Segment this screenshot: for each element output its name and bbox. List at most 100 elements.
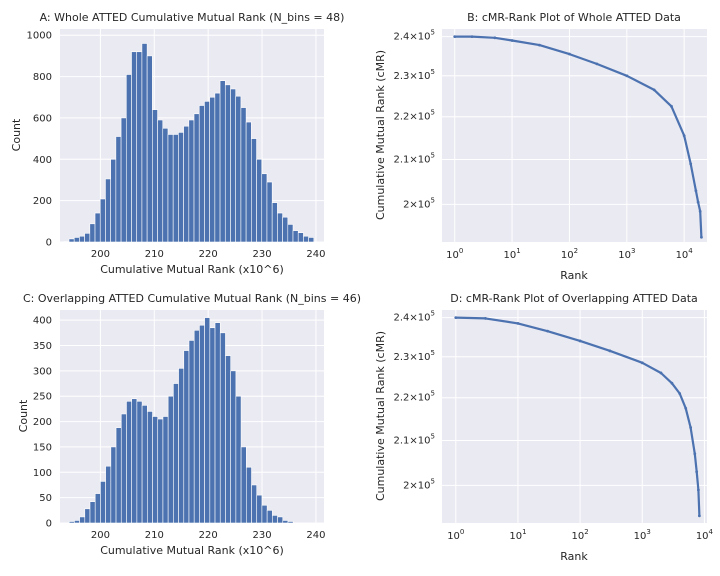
y-tick-label: 50 bbox=[39, 493, 52, 504]
histogram-bar bbox=[287, 224, 294, 243]
y-tick-label: 250 bbox=[33, 392, 52, 403]
histogram-bar bbox=[99, 198, 106, 243]
data-point bbox=[689, 162, 693, 166]
data-point bbox=[608, 349, 612, 353]
histogram-bar bbox=[199, 324, 205, 524]
y-tick-label: 150 bbox=[33, 442, 52, 453]
histogram-bar bbox=[188, 119, 195, 243]
panel-a: 200 210 220 230 240 0 200 400 600 800 1000 A: Whol… bbox=[10, 11, 344, 276]
y-tick-label: 400 bbox=[33, 155, 52, 166]
histogram-bar bbox=[214, 322, 221, 524]
data-point bbox=[700, 235, 703, 239]
histogram-bar bbox=[141, 405, 148, 524]
histogram-bar bbox=[219, 80, 226, 243]
y-tick-label: 200 bbox=[33, 417, 52, 428]
histogram-bar bbox=[152, 109, 158, 243]
histogram-bar bbox=[105, 465, 112, 524]
histogram-bar bbox=[251, 138, 257, 243]
histogram-bar bbox=[120, 413, 127, 524]
histogram-bar bbox=[261, 173, 268, 243]
histogram-bar bbox=[162, 127, 169, 243]
data-point bbox=[670, 381, 674, 385]
data-point bbox=[697, 488, 700, 492]
histogram-bar bbox=[219, 332, 226, 524]
x-tick-label: 210 bbox=[145, 249, 164, 260]
marks bbox=[454, 316, 701, 518]
data-point bbox=[678, 392, 682, 395]
panel-d: 100 101 102 103 104 2×105 2.1×105 2.2×105 2.3×10… bbox=[374, 292, 714, 563]
y-tick-label: 2.3×105 bbox=[394, 349, 435, 363]
y-tick-label: 2.2×105 bbox=[394, 390, 435, 404]
data-point bbox=[684, 406, 688, 410]
data-point bbox=[493, 36, 497, 40]
data-point bbox=[595, 62, 599, 66]
ticks: 200 210 220 230 240 0 50 100 150 200 250 300 350 400 bbox=[33, 316, 326, 541]
histogram-bar bbox=[183, 350, 190, 524]
histogram-bar bbox=[303, 235, 309, 243]
x-tick-label: 230 bbox=[252, 249, 271, 260]
data-point bbox=[697, 514, 701, 518]
panel-b: 100 101 102 103 104 2×105 2.1×105 2.2×105 2.3×10… bbox=[374, 11, 707, 282]
panel-c: 200 210 220 230 240050100150200250300350400 … bbox=[17, 292, 361, 557]
histogram-bar bbox=[89, 223, 96, 243]
x-tick-label: 104 bbox=[676, 247, 694, 261]
histogram-bar bbox=[172, 134, 179, 243]
data-point bbox=[470, 35, 474, 39]
histogram-bar bbox=[193, 329, 200, 524]
histogram-bar bbox=[74, 520, 80, 524]
histogram-bar bbox=[256, 158, 263, 243]
y-tick-label: 100 bbox=[33, 468, 52, 479]
histogram-bar bbox=[126, 400, 132, 524]
histogram-bar bbox=[115, 427, 122, 524]
x-tick-label: 104 bbox=[696, 528, 714, 542]
data-point bbox=[578, 339, 582, 343]
x-tick-label: 100 bbox=[447, 528, 464, 542]
histogram-bar bbox=[94, 212, 101, 243]
y-tick-label: 200 bbox=[33, 196, 52, 207]
histogram-bar bbox=[230, 370, 237, 524]
histogram-bar bbox=[214, 92, 221, 243]
data-point bbox=[659, 371, 663, 375]
histogram-bar bbox=[131, 51, 138, 243]
x-axis-label: Cumulative Mutual Rank (x10^6) bbox=[100, 263, 284, 276]
y-tick-label: 2×105 bbox=[403, 477, 435, 491]
x-tick-label: 103 bbox=[634, 528, 651, 542]
marks bbox=[453, 35, 703, 239]
histogram-bar bbox=[162, 416, 169, 524]
y-tick-label: 2×105 bbox=[403, 196, 435, 210]
histogram-bar bbox=[110, 158, 117, 243]
y-axis-label: Count bbox=[10, 118, 23, 151]
histogram-bar bbox=[240, 446, 247, 524]
histogram-bar bbox=[147, 411, 153, 524]
data-point bbox=[698, 209, 702, 213]
x-tick-label: 240 bbox=[306, 249, 325, 260]
ticks: 200 210 220 230 240 0 200 400 600 800 1000 bbox=[27, 31, 326, 260]
histogram-bar bbox=[308, 237, 315, 243]
y-tick-label: 2.1×105 bbox=[394, 152, 435, 166]
histogram-bar bbox=[235, 95, 242, 243]
histogram-bar bbox=[204, 317, 211, 524]
histogram-bar bbox=[100, 481, 106, 524]
histogram-bar bbox=[287, 521, 294, 524]
x-tick-label: 103 bbox=[618, 247, 635, 261]
histogram-bar bbox=[152, 416, 159, 524]
data-point bbox=[568, 52, 571, 56]
histogram-bar bbox=[292, 230, 299, 243]
data-point bbox=[670, 104, 673, 108]
histogram-bar bbox=[266, 510, 273, 524]
x-tick-label: 101 bbox=[509, 528, 526, 542]
series-line bbox=[455, 316, 701, 516]
x-tick-label: 230 bbox=[252, 530, 271, 541]
histogram-bar bbox=[125, 74, 132, 243]
histogram-bar bbox=[68, 521, 75, 524]
x-tick-label: 210 bbox=[145, 530, 164, 541]
histogram-bar bbox=[178, 132, 184, 243]
y-tick-label: 350 bbox=[33, 341, 52, 352]
y-tick-label: 2.1×105 bbox=[394, 433, 435, 447]
histogram-bar bbox=[209, 327, 216, 524]
chart-title: D: cMR-Rank Plot of Overlapping ATTED Da… bbox=[450, 292, 698, 305]
histogram-bar bbox=[277, 516, 284, 524]
histogram-bar bbox=[105, 178, 111, 243]
x-tick-label: 240 bbox=[306, 530, 325, 541]
histogram-bar bbox=[256, 494, 263, 524]
